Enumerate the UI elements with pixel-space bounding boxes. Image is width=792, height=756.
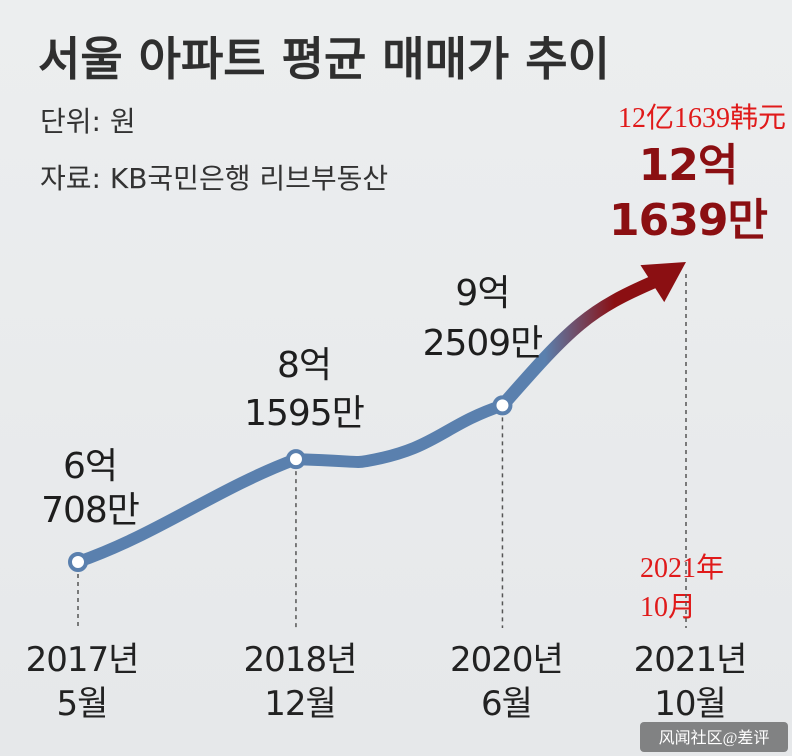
price-series [72, 262, 686, 568]
data-label-3-line1: 9억 [455, 273, 509, 314]
data-point-2 [285, 449, 306, 470]
x-tick-4-month: 10월 [654, 684, 726, 724]
data-point-1 [68, 552, 88, 572]
x-tick-2-month: 12월 [264, 684, 336, 724]
series-arrow-head [640, 262, 686, 303]
data-points [68, 395, 513, 572]
cn-date-annotation-line1: 2021年 [640, 552, 724, 584]
data-label-1-line2: 708만 [41, 490, 139, 531]
unit-label: 단위: 원 [40, 105, 136, 138]
data-point-3 [492, 395, 513, 416]
x-tick-1-year: 2017년 [26, 640, 139, 680]
cn-date-annotation-line2: 10月 [640, 592, 696, 623]
x-tick-2-year: 2018년 [244, 640, 357, 680]
data-label-3-line2: 2509만 [423, 323, 543, 364]
x-tick-4-year: 2021년 [634, 640, 747, 680]
series-arrow-shaft [495, 273, 665, 412]
data-label-1-line1: 6억 [63, 446, 117, 487]
data-label-2-line2: 1595만 [244, 393, 364, 434]
guide-lines [77, 274, 687, 628]
data-label-4-line1: 12억 [639, 140, 738, 191]
series-line [72, 399, 509, 568]
chart-title: 서울 아파트 평균 매매가 추이 [38, 32, 610, 86]
data-label-4-line2: 1639만 [609, 195, 767, 246]
watermark-backdrop [640, 722, 788, 752]
x-tick-1-month: 5월 [57, 684, 108, 724]
watermark: 风闻社区@差评 [659, 729, 770, 747]
cn-value-annotation: 12亿1639韩元 [618, 102, 786, 134]
x-tick-3-month: 6월 [481, 684, 532, 724]
x-tick-3-year: 2020년 [450, 640, 563, 680]
source-label: 자료: KB국민은행 리브부동산 [40, 162, 388, 195]
data-label-2-line1: 8억 [277, 345, 331, 386]
